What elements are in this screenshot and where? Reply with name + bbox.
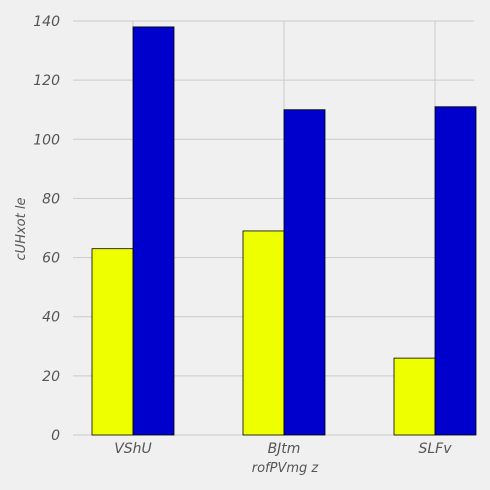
y-axis-label: cUHxot le	[14, 198, 29, 261]
x-tick-label: VShU	[114, 441, 152, 457]
bar-series-1-BJtm	[242, 230, 285, 436]
x-axis-label: rofPVmg z	[252, 461, 320, 476]
y-tick-label: 0	[51, 428, 60, 444]
y-tick-label: 100	[33, 132, 60, 148]
bar-series-2-BJtm	[283, 109, 326, 436]
x-tick-label: BJtm	[268, 441, 301, 457]
y-tick-label: 80	[42, 191, 60, 207]
x-tick-labels: VShU BJtm SLFv	[114, 441, 452, 457]
bars	[91, 26, 477, 436]
bar-series-1-VShU	[91, 248, 134, 436]
y-tick-label: 40	[42, 310, 60, 326]
y-tick-label: 120	[33, 73, 60, 89]
x-tick-label: SLFv	[418, 441, 452, 457]
y-tick-labels: 0 20 40 60 80 100 120 140	[33, 14, 60, 444]
bar-series-1-SLFv	[393, 357, 436, 436]
bar-series-2-VShU	[132, 26, 175, 436]
y-tick-label: 20	[42, 369, 60, 385]
y-tick-label: 60	[42, 251, 60, 267]
bar-series-2-SLFv	[434, 106, 477, 436]
y-tick-label: 140	[33, 14, 60, 30]
